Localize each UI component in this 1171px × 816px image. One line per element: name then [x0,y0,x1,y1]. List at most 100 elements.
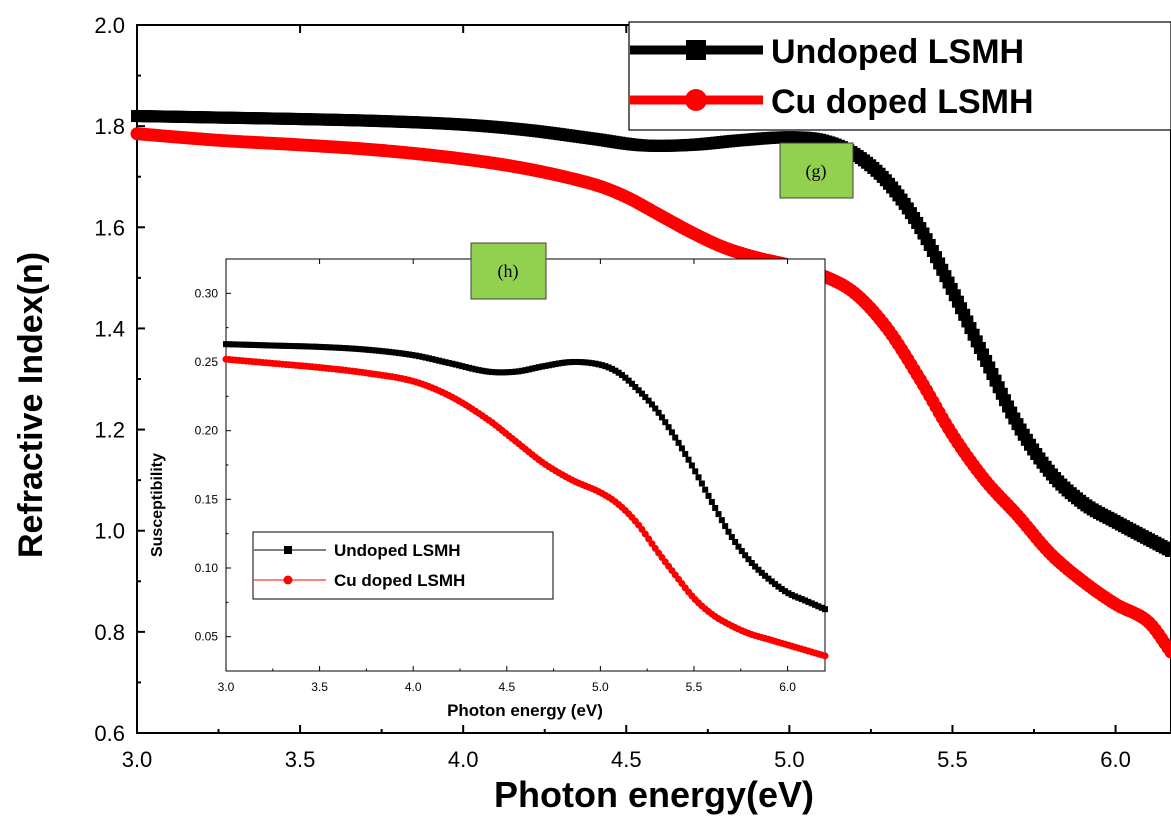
data-point [705,492,712,499]
data-point [539,363,546,370]
data-point [462,364,469,371]
data-point [366,346,373,353]
data-point [349,345,356,352]
data-point [635,387,642,394]
data-point [708,498,715,505]
data-point [565,359,572,366]
y-tick-label: 0.10 [195,561,219,575]
panel-label-h: (h) [470,242,547,300]
y-tick-label: 0.20 [195,424,219,438]
data-point [632,383,639,390]
main-legend-label-undoped: Undoped LSMH [771,33,1024,71]
inset-y-axis-title: Susceptibility [149,453,166,557]
data-point [525,366,532,373]
x-tick-label: 4.5 [611,747,642,772]
data-point [299,343,306,350]
data-point [223,341,229,348]
data-point [412,352,419,359]
data-point [652,405,659,412]
main-legend-label-cu: Cu doped LSMH [771,83,1034,121]
y-tick-label: 1.0 [94,519,125,544]
data-point [322,344,329,351]
data-point [239,341,246,348]
data-point [499,369,506,376]
data-point [555,360,562,367]
data-point [396,350,403,357]
data-point [246,341,253,348]
data-point [592,360,599,367]
data-point [425,355,432,362]
data-point [735,543,742,550]
main-legend: Undoped LSMH Cu doped LSMH [628,21,1171,131]
main-y-axis-title: Refractive Index(n) [12,252,50,558]
data-point [515,368,522,375]
y-tick-label: 0.15 [195,492,219,506]
data-point [655,409,662,416]
data-point [552,361,559,368]
inset-legend-label-cu: Cu doped LSMH [334,571,465,590]
data-point [822,606,828,613]
data-point [306,343,313,350]
data-point [609,365,616,372]
data-point [445,360,452,367]
data-point [236,341,243,348]
data-point [469,365,476,372]
data-point [582,359,589,366]
data-point [628,380,635,387]
inset-plot: 3.0 3.5 4.0 4.5 5.0 5.5 6.0 0.05 0.10 0.15 0.20 0.2… [149,258,829,720]
data-point [402,350,409,357]
data-point [788,591,795,598]
data-point [465,364,472,371]
data-point [642,394,649,401]
x-tick-label: 4.0 [448,747,479,772]
data-point [429,356,436,363]
data-point [442,359,449,366]
data-point [339,344,346,351]
data-point [269,342,276,349]
data-point [785,590,792,597]
main-legend-marker-undoped [686,40,706,60]
data-point [722,523,729,530]
data-point [768,578,775,585]
y-tick-label: 0.8 [94,620,125,645]
data-point [419,353,426,360]
data-point [585,359,592,366]
data-point [742,552,749,559]
data-point [798,596,805,603]
y-tick-label: 0.25 [195,355,219,369]
data-point [475,367,482,374]
data-point [672,434,679,441]
data-point [452,361,459,368]
data-point [562,359,569,366]
data-point [326,344,333,351]
data-point [662,419,669,426]
data-point [479,367,486,374]
main-x-axis-title: Photon energy(eV) [494,774,814,815]
data-point [292,343,299,350]
x-tick-label: 3.0 [218,680,235,694]
data-point [252,342,259,349]
data-point [262,342,269,349]
data-point [369,347,376,354]
y-tick-label: 1.6 [94,215,125,240]
data-point [715,511,722,518]
data-point [678,445,685,452]
data-point [376,347,383,354]
data-point [812,601,819,608]
panel-label-g-box [779,142,854,199]
inset-x-axis-title: Photon energy (eV) [447,701,603,720]
data-point [229,341,236,348]
data-point [286,342,293,349]
inset-legend-label-undoped: Undoped LSMH [334,541,461,560]
data-point [259,342,266,349]
data-point [549,361,556,368]
data-point [332,344,339,351]
data-point [638,390,645,397]
x-tick-label: 4.0 [405,680,422,694]
inset-axis-ticks: 3.0 3.5 4.0 4.5 5.0 5.5 6.0 0.05 0.10 0.15 0.20 0.2… [195,259,796,694]
y-tick-label: 1.2 [94,418,125,443]
x-tick-label: 3.0 [122,747,153,772]
data-point [272,342,279,349]
series-undoped-lsmh [131,110,1171,557]
